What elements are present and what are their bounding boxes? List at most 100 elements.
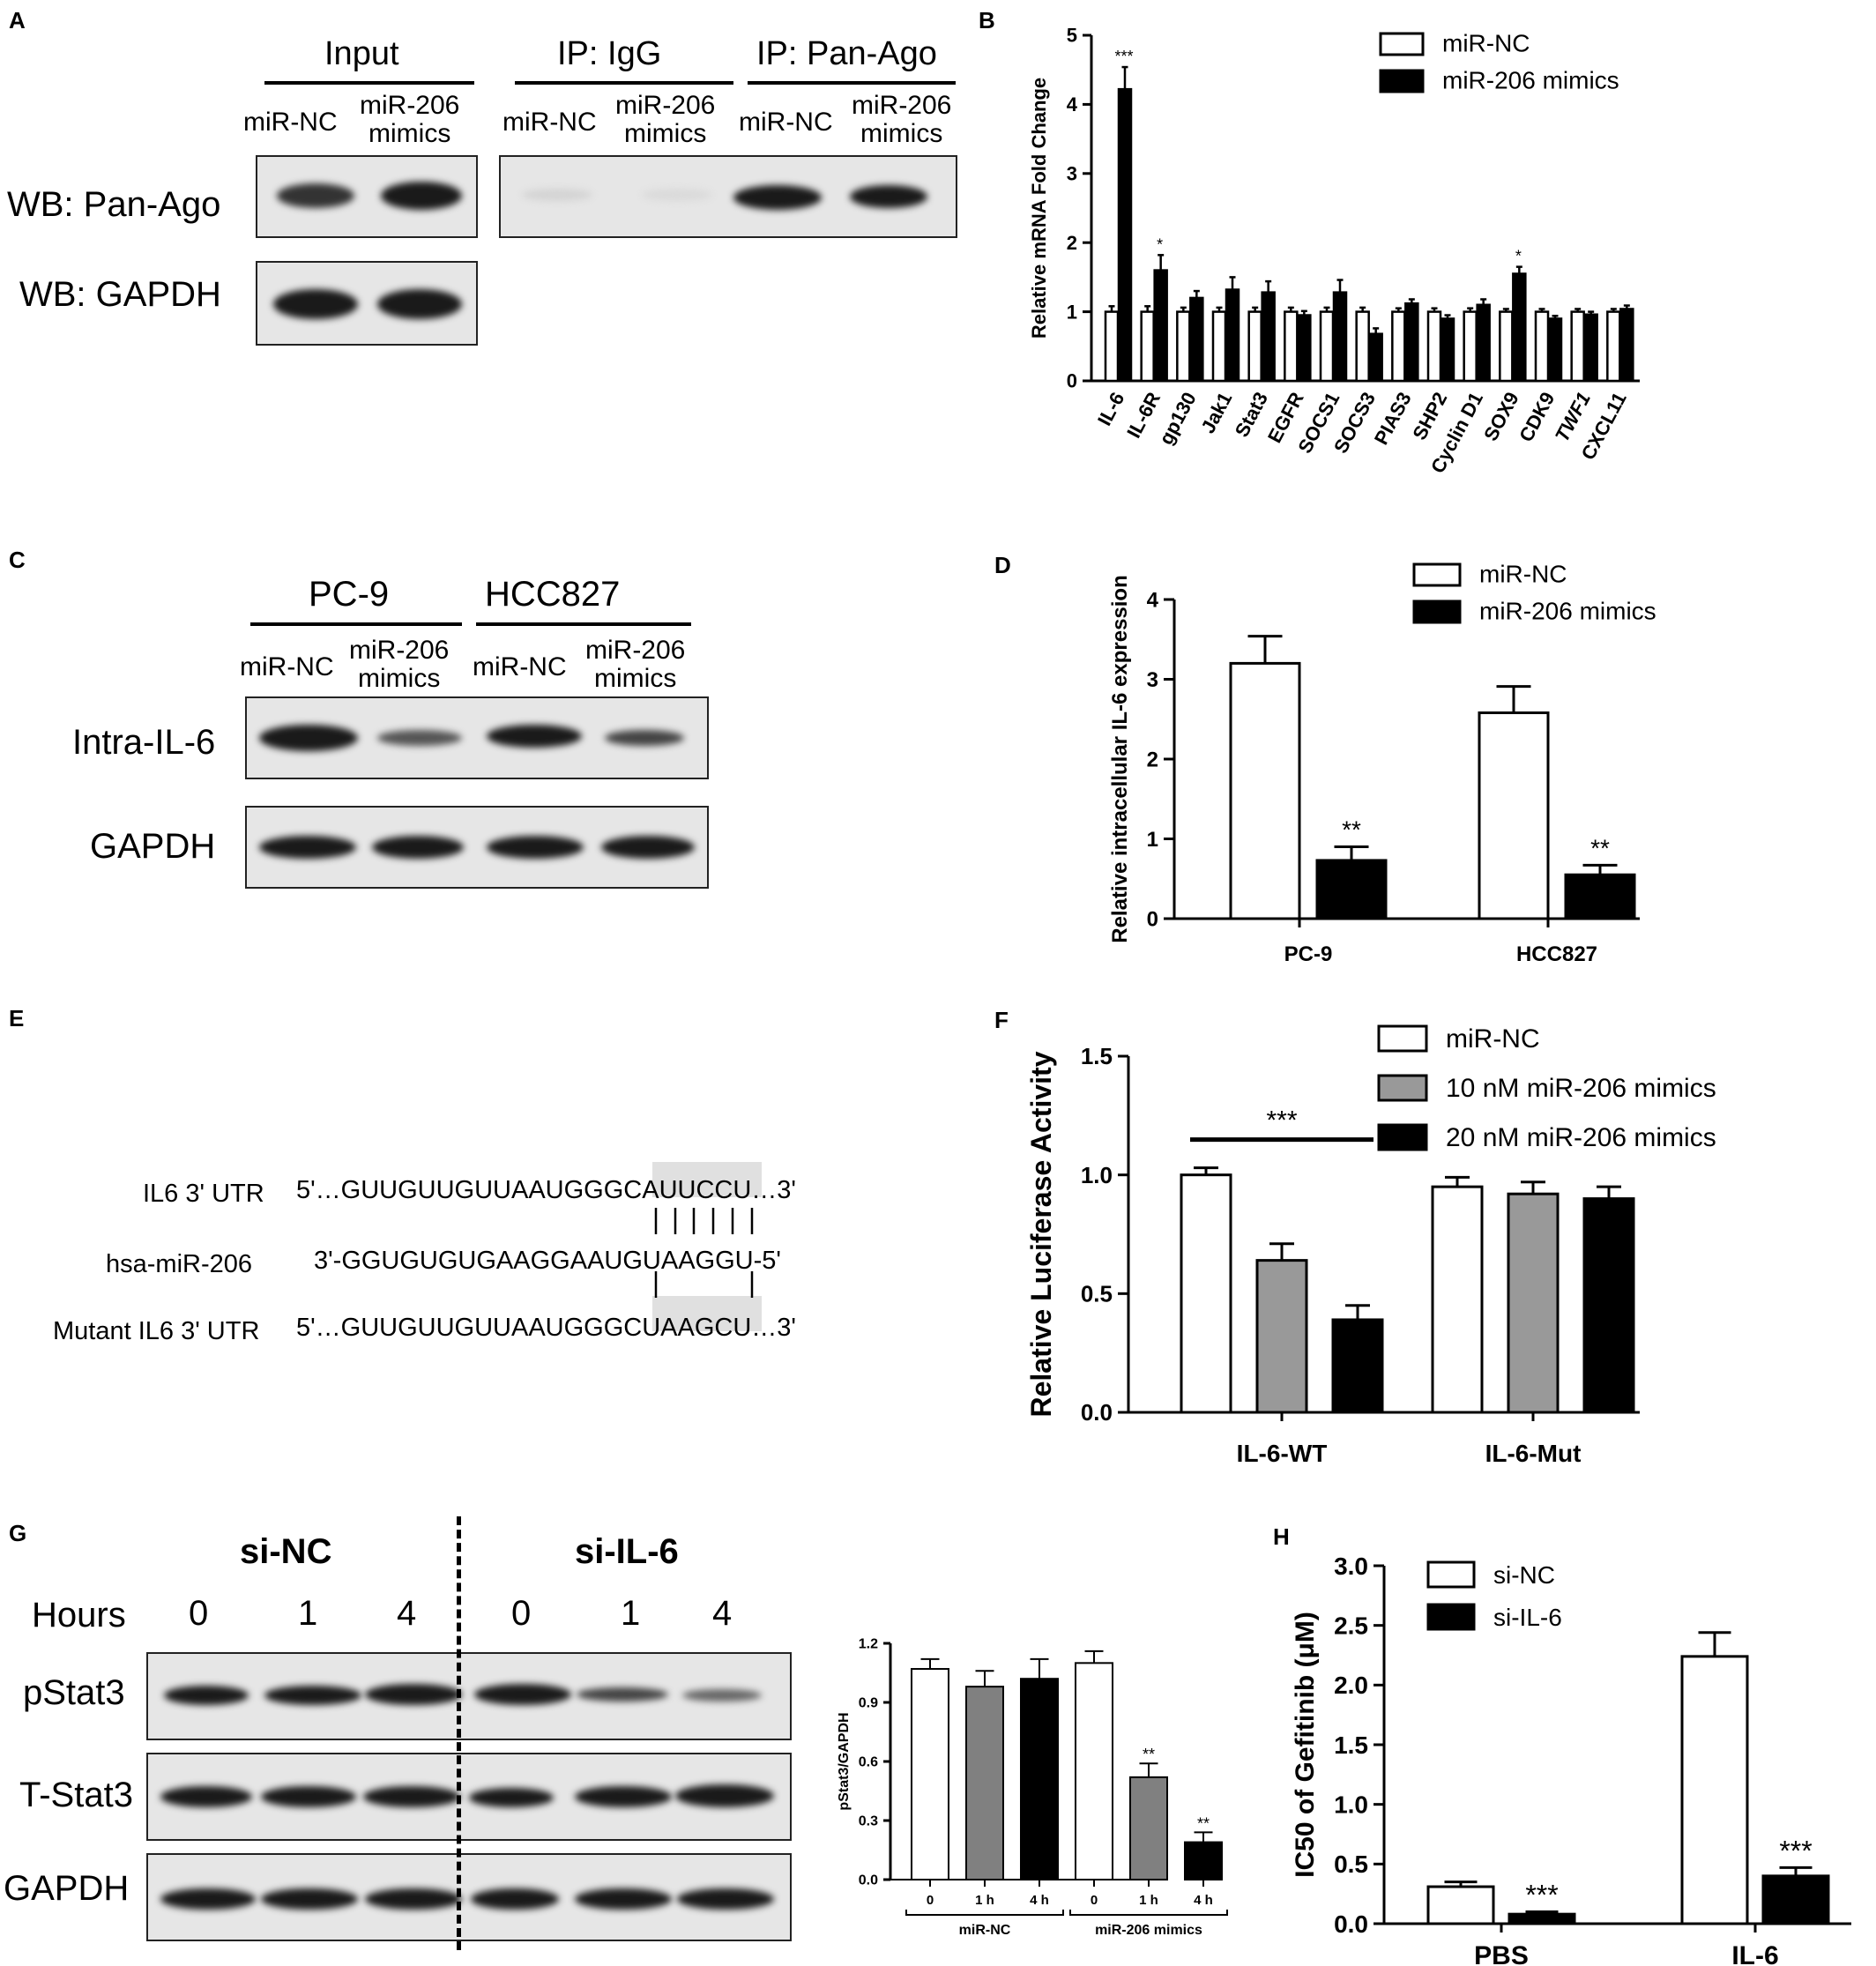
bar [1104, 310, 1120, 383]
significance-marker: ** [1342, 816, 1361, 844]
blot-c-header-pc9: PC-9 [309, 575, 390, 614]
bar [1284, 310, 1299, 383]
legend-label: miR-NC [1446, 1024, 1540, 1054]
significance-marker: *** [1266, 1106, 1297, 1136]
chart-g: 0.0 0.3 0.6 0.9 1.2 pStat3/GAPDH 0 1 h 4 h 0 ** 1 h… [837, 1637, 1228, 1938]
y-tick-label: 3.0 [1334, 1553, 1368, 1580]
blot-a-lane-label: miR-206 mimics [615, 91, 716, 148]
blot-a-header-input: Input [324, 35, 399, 72]
blot-c-row-label: GAPDH [90, 827, 216, 866]
panel-letter-a: A [9, 7, 26, 34]
blot-c-lane-label: miR-206 mimics [349, 636, 450, 693]
legend-label: miR-206 mimics [1442, 66, 1619, 93]
x-tick-label: IL-6-Mut [1485, 1440, 1582, 1467]
bar [1176, 310, 1191, 383]
y-tick-label: 0.0 [1334, 1910, 1368, 1938]
significance-marker: * [1515, 248, 1522, 265]
bar [1368, 332, 1383, 383]
y-axis-title: Relative intracellular IL-6 expression [1108, 575, 1132, 943]
bar [1499, 310, 1514, 383]
blot-a-lane-label: miR-NC [243, 108, 338, 137]
blot-g-row-label: GAPDH [4, 1869, 130, 1908]
bar [1184, 1841, 1223, 1881]
bar [1261, 291, 1276, 383]
legend-swatch [1379, 32, 1425, 56]
legend-label: miR-206 mimics [1479, 597, 1656, 624]
bar [1564, 873, 1636, 920]
x-tick-label: 0 [927, 1893, 934, 1908]
bar [1508, 1912, 1576, 1925]
y-tick-label: 2.0 [1334, 1672, 1368, 1699]
bar [1680, 1655, 1749, 1925]
bar [1332, 291, 1348, 383]
y-tick-label: 1.5 [1081, 1043, 1113, 1069]
bar [965, 1686, 1004, 1880]
x-tick-label: IL-6 [1093, 389, 1128, 429]
bar [1075, 1662, 1113, 1881]
seq-row-label: hsa-miR-206 [106, 1250, 252, 1278]
bar [1619, 308, 1634, 383]
y-tick-label: 0.9 [859, 1696, 878, 1711]
group-label: miR-206 mimics [1095, 1923, 1202, 1938]
y-axis-title: Relative Luciferase Activity [1025, 1051, 1057, 1417]
y-tick-label: 0.6 [859, 1755, 878, 1770]
blot-a-header-igg: IP: IgG [557, 35, 662, 72]
blot-g-hours-label: Hours [32, 1596, 126, 1635]
bar [1180, 1173, 1232, 1414]
bar [1153, 269, 1168, 383]
significance-marker: *** [1525, 1879, 1558, 1910]
y-tick-label: 2 [1067, 232, 1077, 254]
bar [1547, 317, 1563, 383]
x-tick-label: 4 h [1030, 1893, 1049, 1908]
y-tick-label: 1.0 [1334, 1791, 1368, 1818]
bar [1020, 1678, 1059, 1880]
blot-g-group-label: si-NC [240, 1532, 332, 1571]
panel-letter-d: D [994, 552, 1011, 578]
legend-swatch [1379, 69, 1425, 93]
y-axis-title: pStat3/GAPDH [837, 1712, 852, 1810]
blot-c-il6 [245, 696, 709, 779]
seq-row-label: Mutant IL6 3' UTR [53, 1317, 260, 1345]
legend-swatch [1377, 1024, 1428, 1053]
blot-g-hour: 4 [712, 1594, 733, 1633]
blot-a-lane-label: miR-NC [502, 108, 597, 137]
blot-a-input-gapdh [256, 261, 478, 346]
bar [1426, 1885, 1495, 1925]
seq-highlight [652, 1162, 762, 1197]
significance-marker: ** [1590, 834, 1610, 861]
y-tick-label: 0.0 [859, 1873, 878, 1888]
panel-letter-e: E [9, 1005, 25, 1031]
panel-letter-f: F [994, 1007, 1009, 1033]
bar [1478, 711, 1550, 920]
blot-g-divider [457, 1516, 461, 1950]
bar [1355, 310, 1370, 383]
blot-g-hour: 4 [397, 1594, 417, 1633]
legend-swatch [1426, 1560, 1476, 1589]
legend-swatch [1412, 599, 1462, 624]
y-tick-label: 1.2 [859, 1637, 878, 1652]
seq-row-sequence: 5'…GUUGUUGUUAAUGGGCAUUCCU…3' [296, 1176, 796, 1204]
bar [1512, 272, 1527, 383]
legend-swatch [1377, 1123, 1428, 1151]
blot-g-group-label: si-IL-6 [575, 1532, 679, 1571]
blot-a-header-line [515, 81, 733, 85]
blot-g-pstat3 [146, 1652, 792, 1740]
bar [1331, 1318, 1384, 1414]
bar [1463, 310, 1478, 383]
bar [1140, 310, 1155, 383]
y-tick-label: 0.5 [1081, 1280, 1113, 1307]
blot-g-gapdh [146, 1853, 792, 1941]
y-axis-title: Relative mRNA Fold Change [1028, 78, 1050, 339]
x-tick-label: 0 [1091, 1893, 1098, 1908]
blot-g-hour: 1 [621, 1594, 641, 1633]
y-tick-label: 4 [1147, 588, 1159, 612]
bar [1606, 310, 1621, 383]
legend-label: miR-NC [1479, 560, 1567, 587]
blot-c-lane-label: miR-NC [240, 652, 334, 681]
bar [1507, 1192, 1560, 1414]
blot-g-row-label: pStat3 [23, 1673, 125, 1712]
panel-letter-h: H [1273, 1523, 1290, 1550]
bar [1315, 859, 1388, 920]
blot-a-lane-label: miR-NC [739, 108, 833, 137]
bar [1229, 661, 1301, 920]
